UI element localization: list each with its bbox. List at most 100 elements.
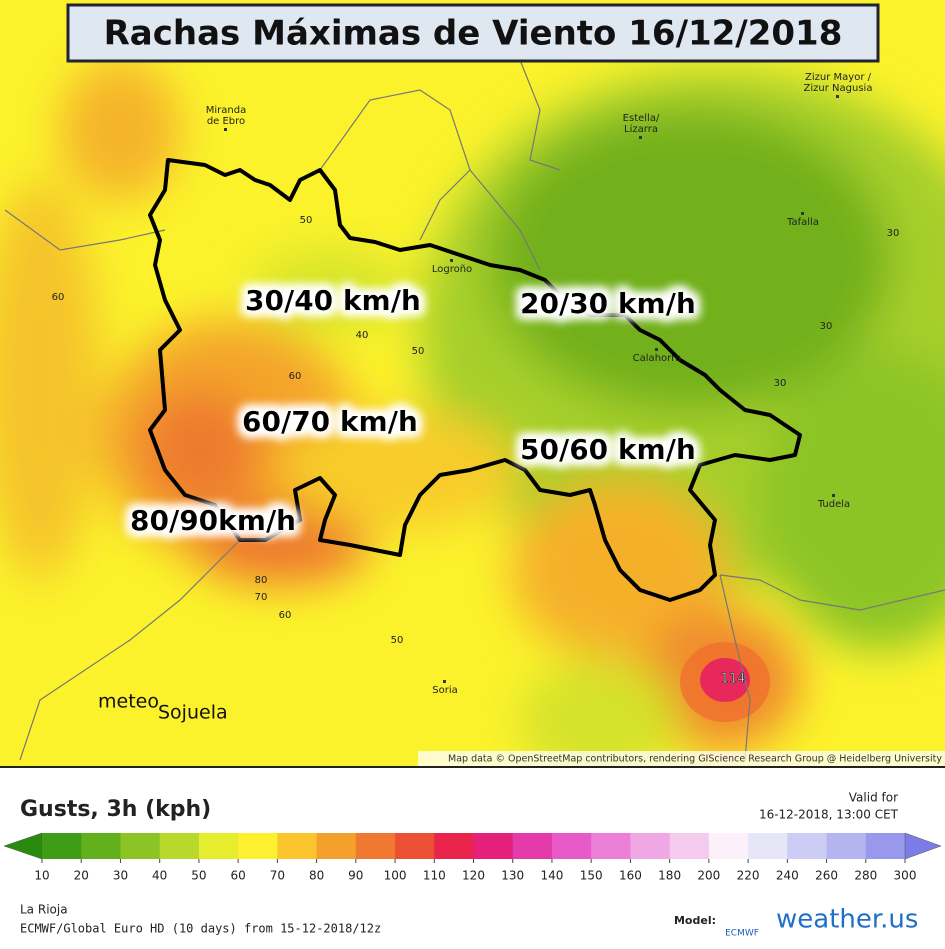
place-marker bbox=[801, 212, 804, 215]
scale-tick-label: 20 bbox=[74, 869, 89, 883]
region: La Rioja bbox=[20, 903, 68, 917]
scale-tick-label: 110 bbox=[423, 869, 446, 883]
scale-segment bbox=[787, 833, 828, 859]
place-marker bbox=[224, 128, 227, 131]
contour-label: 60 bbox=[52, 292, 65, 303]
scale-tick-label: 30 bbox=[113, 869, 128, 883]
scale-tick-label: 120 bbox=[462, 869, 485, 883]
scale-tick-label: 70 bbox=[270, 869, 285, 883]
scale-segment bbox=[551, 833, 592, 859]
place-marker bbox=[443, 680, 446, 683]
scale-segment bbox=[42, 833, 82, 859]
place-label: Zizur Mayor / Zizur Nagusia bbox=[804, 72, 873, 94]
peak-label: 114 bbox=[721, 672, 746, 687]
wind-field bbox=[0, 60, 945, 766]
scale-tick-label: 300 bbox=[894, 869, 917, 883]
contour-label: 60 bbox=[289, 371, 302, 382]
place-marker bbox=[655, 348, 658, 351]
scale-tick-label: 40 bbox=[152, 869, 167, 883]
scale-tick-label: 280 bbox=[854, 869, 877, 883]
zone-label: 30/40 km/h bbox=[245, 284, 421, 317]
contour-label: 30 bbox=[887, 228, 900, 239]
scale-segment bbox=[159, 833, 200, 859]
logo-meteo: meteo bbox=[98, 691, 159, 713]
scale-segment bbox=[708, 833, 749, 859]
scale-segment bbox=[355, 833, 396, 859]
scale-segment bbox=[865, 833, 906, 859]
map: Miranda de Ebro Zizur Mayor / Zizur Nagusia… bbox=[0, 0, 945, 766]
place-marker bbox=[832, 494, 835, 497]
scale-tick-label: 90 bbox=[348, 869, 363, 883]
place-label: Logroño bbox=[432, 264, 472, 275]
zone-label: 60/70 km/h bbox=[242, 405, 418, 438]
attribution: Map data © OpenStreetMap contributors, r… bbox=[448, 754, 942, 765]
logo-sojuela: Sojuela bbox=[158, 702, 228, 724]
scale-segment bbox=[120, 833, 161, 859]
valid-label: Valid for bbox=[849, 791, 898, 805]
valid-time: 16-12-2018, 13:00 CET bbox=[759, 808, 899, 822]
scale-tick-label: 240 bbox=[776, 869, 799, 883]
scale-arrow-high bbox=[904, 832, 942, 860]
scale-segment bbox=[81, 833, 121, 859]
contour-label: 70 bbox=[255, 592, 268, 603]
attribution-bg bbox=[418, 751, 945, 766]
contour-label: 60 bbox=[279, 610, 292, 621]
legend: Gusts, 3h (kph) Valid for 16-12-2018, 13:0… bbox=[3, 791, 942, 939]
scale-segment bbox=[395, 833, 435, 859]
scale-segment bbox=[748, 833, 788, 859]
contour-label: 50 bbox=[300, 215, 313, 226]
zone-label: 80/90km/h bbox=[130, 504, 296, 537]
scale-tick-label: 200 bbox=[697, 869, 720, 883]
place-marker bbox=[450, 259, 453, 262]
scale-segment bbox=[316, 833, 357, 859]
title: Rachas Máximas de Viento 16/12/2018 bbox=[104, 14, 843, 54]
scale-tick-label: 80 bbox=[309, 869, 324, 883]
scale-tick-label: 260 bbox=[815, 869, 838, 883]
scale-tick-label: 130 bbox=[501, 869, 524, 883]
scale-tick-label: 160 bbox=[619, 869, 642, 883]
place-label: Calahorra bbox=[633, 353, 682, 364]
borders bbox=[4, 59, 945, 761]
scale-arrow-low bbox=[3, 832, 43, 860]
gust-core bbox=[700, 658, 750, 702]
place-label: Soria bbox=[432, 685, 457, 696]
scale-segment bbox=[434, 833, 474, 859]
scale-tick-label: 180 bbox=[658, 869, 681, 883]
title-box bbox=[66, 3, 880, 63]
scale-segment bbox=[669, 833, 710, 859]
place-marker bbox=[836, 95, 839, 98]
contour-label: 40 bbox=[356, 330, 369, 341]
place-label: Miranda de Ebro bbox=[206, 105, 246, 127]
contour-label: 30 bbox=[774, 378, 787, 389]
contour-label: 30 bbox=[820, 321, 833, 332]
place-label: Estella/Lizarra bbox=[623, 113, 660, 135]
scale-tick-label: 140 bbox=[541, 869, 564, 883]
scale-tick-label: 100 bbox=[384, 869, 407, 883]
map-labels: Miranda de Ebro Zizur Mayor / Zizur Nagusia… bbox=[52, 72, 900, 724]
brand: weather.us bbox=[776, 905, 918, 935]
contour-label: 80 bbox=[255, 575, 268, 586]
scale-tick-label: 150 bbox=[580, 869, 603, 883]
model-run: ECMWF/Global Euro HD (10 days) from 15-1… bbox=[20, 922, 381, 936]
scale-tick-label: 10 bbox=[34, 869, 49, 883]
scale-segment bbox=[473, 833, 514, 859]
model-logo: ECMWF bbox=[725, 929, 759, 939]
place-label: Tudela bbox=[817, 499, 850, 510]
scale-segment bbox=[277, 833, 318, 859]
la-rioja-border bbox=[148, 158, 802, 602]
scale-tick-label: 50 bbox=[191, 869, 206, 883]
scale-segment bbox=[238, 833, 278, 859]
zone-label: 50/60 km/h bbox=[520, 433, 696, 466]
place-marker bbox=[639, 136, 642, 139]
place-label: Tafalla bbox=[786, 217, 819, 228]
model-label: Model: bbox=[674, 914, 716, 927]
zone-label: 20/30 km/h bbox=[520, 287, 696, 320]
scale-segment bbox=[630, 833, 671, 859]
scale-tick-label: 220 bbox=[737, 869, 760, 883]
scale-segment bbox=[826, 833, 867, 859]
scale-segment bbox=[512, 833, 553, 859]
contour-label: 50 bbox=[412, 346, 425, 357]
scale-tick-label: 60 bbox=[230, 869, 245, 883]
scale-segment bbox=[591, 833, 631, 859]
